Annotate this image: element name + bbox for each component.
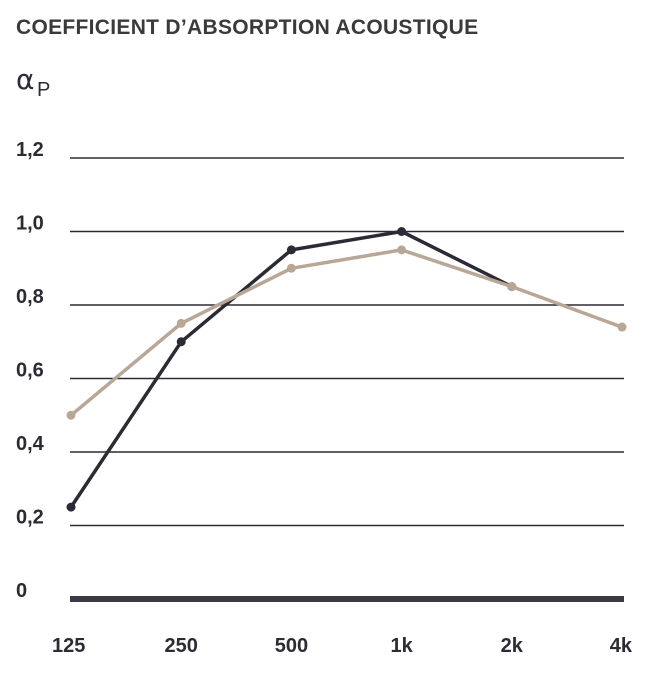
series-2-point — [617, 322, 627, 332]
series-line-1 — [69, 229, 514, 509]
x-tick-label: 500 — [275, 635, 308, 657]
x-tick-label: 2k — [501, 635, 524, 657]
y-tick-label: 0,2 — [16, 507, 44, 529]
y-tick-label: 0,4 — [16, 433, 45, 455]
series-lines — [66, 227, 627, 512]
series-2-point — [176, 318, 186, 328]
series-2-point — [66, 410, 76, 420]
series-1-point — [66, 502, 76, 512]
x-tick-label: 125 — [52, 635, 85, 657]
y-tick-label: 0 — [16, 580, 27, 602]
x-tick-label: 250 — [165, 635, 198, 657]
series-line-2 — [69, 248, 624, 418]
y-axis-label-subscript: P — [37, 79, 50, 101]
series-1-point — [176, 337, 186, 347]
series-1-point — [286, 245, 296, 255]
y-tick-label: 1,0 — [16, 213, 44, 235]
series-1-point — [397, 227, 407, 236]
y-axis-label: α — [16, 63, 34, 96]
series-2-point — [397, 245, 407, 255]
x-tick-labels: 125 250 500 1k 2k 4k — [52, 635, 633, 657]
chart-title: COEFFICIENT D’ABSORPTION ACOUSTIQUE — [16, 16, 479, 39]
y-tick-label: 1,2 — [16, 139, 44, 161]
x-tick-label: 4k — [610, 635, 633, 657]
series-2-point — [507, 282, 517, 292]
grid-lines — [70, 157, 624, 602]
y-tick-labels: 0 0,2 0,4 0,6 0,8 1,0 1,2 — [16, 139, 45, 602]
y-tick-label: 0,6 — [16, 360, 44, 382]
x-tick-label: 1k — [390, 635, 413, 657]
y-tick-label: 0,8 — [16, 286, 44, 308]
series-2-point — [286, 263, 296, 273]
